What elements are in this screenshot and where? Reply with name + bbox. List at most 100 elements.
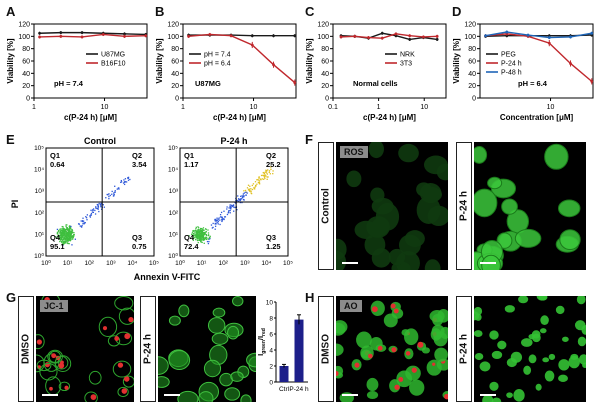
event-dot [195, 230, 197, 232]
event-dot [194, 235, 196, 237]
event-dot [207, 238, 209, 240]
cell [540, 315, 549, 325]
event-dot [206, 240, 209, 243]
event-dot [214, 222, 217, 225]
event-dot [64, 240, 66, 243]
event-dot [59, 230, 62, 233]
event-dot [195, 238, 197, 241]
event-dot [62, 235, 64, 237]
event-dot [201, 229, 203, 232]
event-dot [201, 235, 203, 238]
label-p24h-h: P-24 h [458, 333, 470, 365]
event-dot [265, 172, 268, 174]
event-dot [216, 219, 218, 221]
cell [39, 363, 58, 381]
cell [555, 305, 565, 315]
event-dot [204, 232, 206, 234]
event-dot [197, 231, 199, 233]
event-dot [127, 177, 129, 179]
data-point [250, 34, 254, 38]
cell [232, 296, 244, 307]
event-dot [60, 233, 62, 235]
cell [557, 199, 581, 218]
event-dot [198, 227, 200, 229]
event-dot [63, 232, 65, 235]
event-dot [116, 188, 118, 190]
scale-bar [342, 394, 358, 396]
cell [401, 329, 410, 336]
y-tick-label: 60 [22, 59, 30, 66]
side-label-p24h-g: P-24 h [140, 296, 156, 402]
data-point [380, 31, 384, 35]
data-point [505, 30, 509, 34]
event-dot [192, 239, 194, 241]
event-dot [60, 228, 62, 230]
data-point [101, 33, 105, 36]
cell [178, 304, 190, 318]
cell [542, 357, 550, 363]
y-axis-label: Viability [%] [6, 38, 15, 84]
event-dot [85, 216, 87, 218]
flow-title: Control [84, 136, 116, 146]
event-dot [250, 192, 252, 194]
event-dot [73, 234, 75, 236]
event-dot [221, 219, 223, 222]
event-dot [199, 233, 201, 235]
red-spot [390, 303, 396, 309]
event-dot [219, 214, 222, 216]
event-dot [124, 178, 127, 180]
event-dot [240, 198, 242, 200]
event-dot [215, 219, 218, 221]
flow-y-tick: 10² [169, 210, 179, 217]
event-dot [113, 192, 115, 194]
event-dot [233, 206, 235, 208]
scale-bar [42, 394, 58, 396]
event-dot [194, 234, 196, 236]
event-dot [250, 190, 252, 192]
event-dot [63, 228, 65, 230]
panel-letter-d: D [452, 4, 462, 19]
event-dot [114, 185, 116, 187]
cell [356, 331, 372, 349]
y-tick-label: 120 [317, 22, 329, 29]
cell [88, 370, 102, 385]
event-dot [231, 205, 234, 208]
side-label-dmso-g: DMSO [18, 296, 34, 402]
x-tick-label: 10 [101, 104, 109, 111]
y-tick-label: 2 [269, 364, 273, 371]
event-dot [229, 212, 231, 214]
event-dot [205, 238, 208, 241]
event-dot [217, 223, 219, 225]
event-dot [204, 233, 206, 236]
cell [479, 361, 491, 372]
event-dot [243, 190, 245, 192]
cell [36, 334, 45, 350]
event-dot [62, 241, 65, 243]
chart-c: 0 20 40 60 80 100 120 0.1 1 10 c(P-24 h) [μM] Viabi… [305, 22, 447, 122]
event-dot [265, 175, 267, 177]
event-dot [244, 189, 247, 192]
y-tick-label: 100 [317, 34, 329, 41]
scale-bar [164, 394, 180, 396]
series-line [188, 33, 296, 84]
event-dot [197, 228, 199, 231]
event-dot [66, 229, 68, 231]
event-dot [227, 212, 229, 214]
event-dot [66, 231, 69, 234]
data-point [367, 36, 370, 39]
event-dot [62, 226, 64, 228]
event-dot [191, 234, 194, 236]
cell [558, 374, 568, 383]
event-dot [201, 234, 203, 236]
event-dot [197, 233, 199, 236]
event-dot [215, 223, 217, 225]
legend-label: P-24 h [501, 61, 522, 68]
y-tick-label: 0 [26, 96, 30, 103]
event-dot [71, 244, 73, 246]
event-dot [230, 204, 233, 206]
cell [424, 259, 441, 270]
event-dot [221, 220, 223, 223]
event-dot [111, 193, 113, 195]
event-dot [195, 236, 197, 239]
cell [211, 332, 229, 345]
